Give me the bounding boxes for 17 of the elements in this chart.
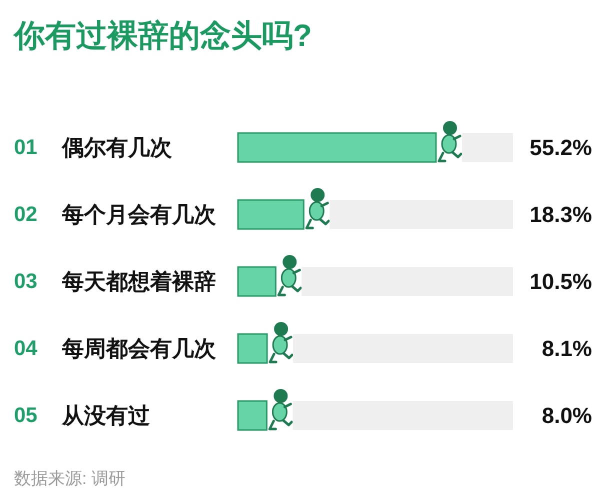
value-label: 8.0% — [542, 403, 592, 428]
source-note: 数据来源: 调研 — [14, 469, 126, 488]
value-label: 18.3% — [530, 202, 592, 227]
category-label: 每周都会有几次 — [62, 336, 216, 361]
category-label: 每个月会有几次 — [62, 202, 216, 227]
rank-label: 03 — [14, 270, 38, 293]
rank-label: 01 — [14, 136, 38, 159]
value-label: 8.1% — [542, 336, 592, 361]
category-label: 每天都想着裸辞 — [62, 269, 216, 294]
rank-label: 04 — [14, 337, 38, 360]
value-label: 55.2% — [530, 135, 592, 160]
rank-label: 02 — [14, 203, 38, 226]
value-label: 10.5% — [530, 269, 592, 294]
rank-label: 05 — [14, 404, 38, 427]
title: 你有过裸辞的念头吗? — [14, 18, 312, 53]
category-label: 从没有过 — [62, 403, 150, 428]
category-label: 偶尔有几次 — [62, 135, 172, 160]
